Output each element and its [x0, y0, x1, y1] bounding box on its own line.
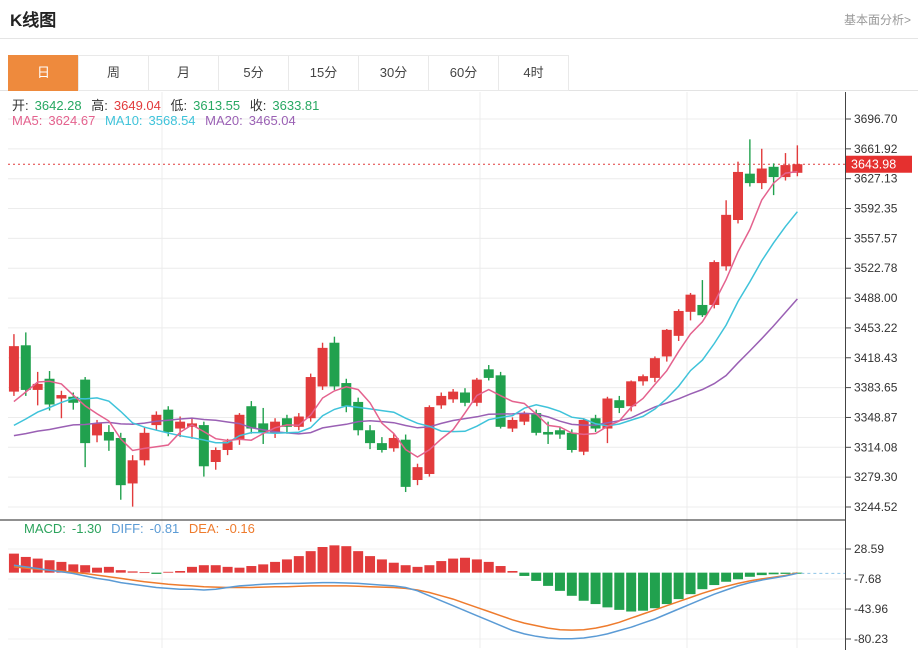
ma5-label: MA5:: [12, 113, 43, 128]
svg-text:3522.78: 3522.78: [854, 261, 898, 275]
header-divider: [0, 38, 918, 39]
dea-value: -0.16: [225, 521, 255, 536]
tab-period-5分[interactable]: 5分: [218, 55, 289, 91]
high-label: 高:: [91, 98, 108, 113]
open-label: 开:: [12, 98, 29, 113]
macd-label: MACD:: [24, 521, 66, 536]
svg-text:3244.52: 3244.52: [854, 500, 898, 514]
svg-text:3557.57: 3557.57: [854, 231, 898, 245]
ma20-label: MA20:: [205, 113, 243, 128]
macd-chart-area[interactable]: [8, 520, 845, 650]
ma20-value: 3465.04: [248, 113, 296, 128]
svg-text:3488.00: 3488.00: [854, 291, 898, 305]
macd-info-row: MACD: -1.30 DIFF: -0.81 DEA: -0.16: [24, 522, 261, 536]
close-label: 收:: [249, 98, 267, 113]
diff-label: DIFF:: [111, 521, 144, 536]
dea-label: DEA:: [188, 521, 220, 536]
axis-labels: 3696.70 3661.92 3627.13 3592.35 3557.57 3522.…: [854, 112, 898, 646]
diff-value: -0.81: [149, 521, 180, 536]
svg-text:3627.13: 3627.13: [854, 172, 898, 186]
svg-text:-7.68: -7.68: [854, 572, 882, 586]
tab-period-周[interactable]: 周: [78, 55, 149, 91]
svg-text:3383.65: 3383.65: [854, 381, 898, 395]
open-value: 3642.28: [34, 98, 82, 113]
dea-line: [13, 566, 798, 631]
diff-line: [13, 564, 798, 640]
close-value: 3633.81: [272, 98, 320, 113]
macd-value: -1.30: [71, 521, 102, 536]
last-price-tag: 3643.98: [846, 155, 912, 173]
svg-text:3418.43: 3418.43: [854, 351, 898, 365]
fundamental-analysis-link[interactable]: 基本面分析>: [843, 13, 911, 27]
tab-period-日[interactable]: 日: [8, 55, 79, 91]
tab-period-15分[interactable]: 15分: [288, 55, 359, 91]
ma20-line: [13, 298, 798, 437]
svg-text:3348.87: 3348.87: [854, 410, 898, 424]
main-chart-area[interactable]: [8, 92, 845, 520]
right-axis: [845, 92, 851, 650]
ma5-line: [13, 170, 798, 458]
ma10-value: 3568.54: [148, 113, 196, 128]
svg-text:28.59: 28.59: [854, 542, 884, 556]
svg-text:3661.92: 3661.92: [854, 142, 898, 156]
ma5-value: 3624.67: [48, 113, 96, 128]
high-value: 3649.04: [113, 98, 161, 113]
ma-row: MA5: 3624.67 MA10: 3568.54 MA20: 3465.04: [12, 114, 302, 128]
low-label: 低:: [170, 98, 188, 113]
ma10-label: MA10:: [104, 113, 143, 128]
tab-period-60分[interactable]: 60分: [428, 55, 499, 91]
svg-text:3643.98: 3643.98: [851, 158, 896, 172]
svg-text:-43.96: -43.96: [854, 602, 888, 616]
svg-text:-80.23: -80.23: [854, 632, 888, 646]
svg-text:3453.22: 3453.22: [854, 321, 898, 335]
ma10-line: [13, 211, 798, 444]
tab-period-30分[interactable]: 30分: [358, 55, 429, 91]
period-tabs: 日周月 5分 15分 30分 60分 4时: [8, 55, 569, 91]
low-value: 3613.55: [193, 98, 241, 113]
svg-text:3696.70: 3696.70: [854, 112, 898, 126]
svg-text:3314.08: 3314.08: [854, 440, 898, 454]
ohlc-row: 开: 3642.28 高: 3649.04 低: 3613.55 收: 3633.81: [12, 99, 325, 113]
tab-period-4时[interactable]: 4时: [498, 55, 569, 91]
macd-histogram: [8, 545, 803, 612]
tab-period-月[interactable]: 月: [148, 55, 219, 91]
candles-layer: [8, 139, 803, 507]
svg-text:3279.30: 3279.30: [854, 470, 898, 484]
svg-text:3592.35: 3592.35: [854, 202, 898, 216]
page-title: K线图: [10, 11, 57, 30]
